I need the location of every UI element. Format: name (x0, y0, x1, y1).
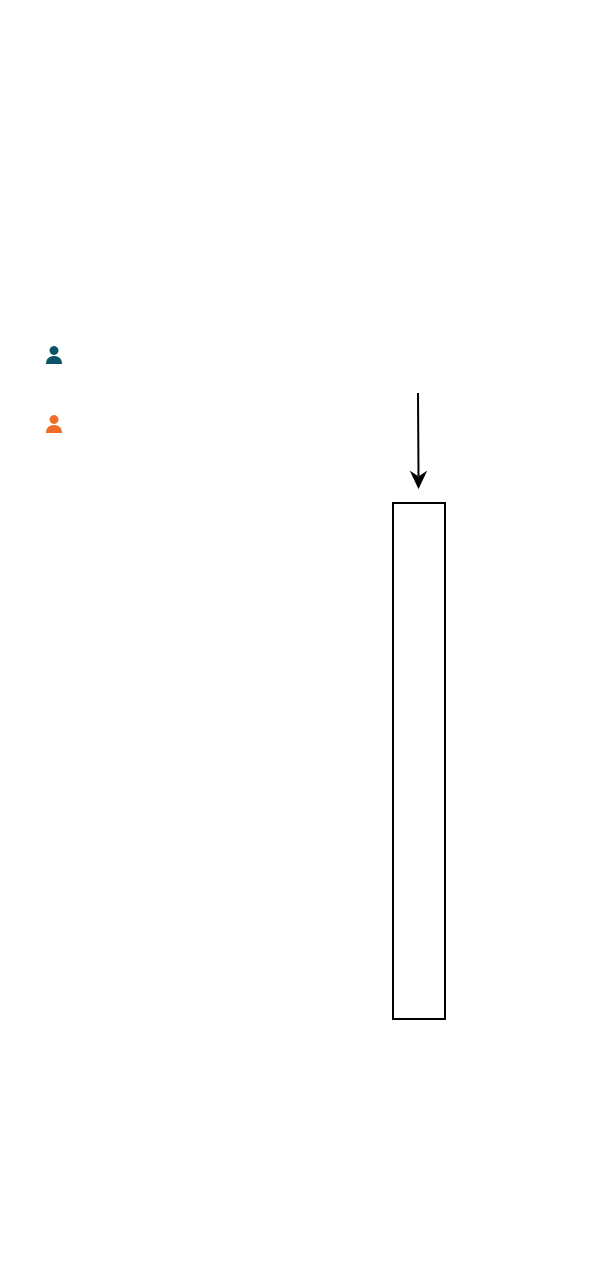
person-icon (45, 414, 63, 434)
down-arrow-head (409, 470, 428, 490)
person-icon (45, 345, 63, 365)
person-icon-shape-2 (46, 415, 62, 433)
down-arrow-shaft (417, 392, 420, 477)
tall-box (392, 502, 446, 1020)
person-icon-shape-1 (46, 346, 62, 364)
